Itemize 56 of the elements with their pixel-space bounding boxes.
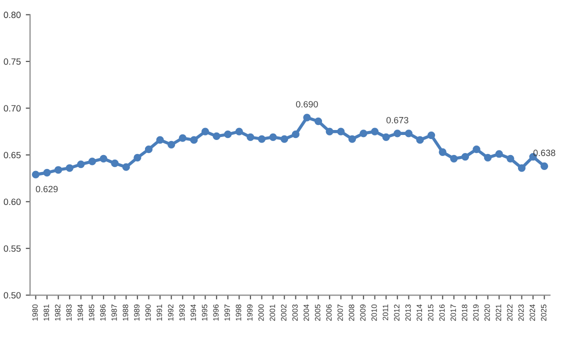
point xyxy=(337,128,345,136)
point xyxy=(450,154,458,162)
y-tick-label: 0.65 xyxy=(4,152,21,158)
point xyxy=(111,160,119,168)
point xyxy=(156,136,164,144)
point xyxy=(212,132,220,140)
point xyxy=(506,154,514,162)
y-tick-label: 0.70 xyxy=(4,105,21,112)
point xyxy=(88,158,96,166)
data-label: 0.673 xyxy=(386,116,408,124)
point xyxy=(404,130,413,138)
point xyxy=(472,145,480,154)
data-label: 0.690 xyxy=(296,101,318,108)
point xyxy=(168,140,176,148)
point xyxy=(235,128,243,136)
point xyxy=(394,130,402,138)
point xyxy=(427,131,436,140)
y-tick-label: 0.75 xyxy=(4,58,21,65)
point xyxy=(224,130,232,138)
point xyxy=(314,117,322,126)
point xyxy=(66,164,74,172)
point xyxy=(144,145,153,154)
point xyxy=(54,166,62,174)
point xyxy=(292,130,300,138)
y-tick-label: 0.80 xyxy=(4,12,21,18)
point xyxy=(438,148,446,156)
point xyxy=(201,128,210,136)
point xyxy=(100,154,108,162)
point xyxy=(484,154,492,162)
y-tick-label: 0.60 xyxy=(4,198,21,206)
point xyxy=(326,128,334,136)
data-label: 0.629 xyxy=(36,186,58,192)
point xyxy=(360,130,368,138)
point xyxy=(382,133,390,141)
point xyxy=(246,133,254,141)
point xyxy=(190,136,198,144)
y-tick-label: 0.50 xyxy=(4,292,21,299)
point xyxy=(461,152,470,161)
point xyxy=(518,164,526,172)
point xyxy=(370,128,379,136)
point xyxy=(32,170,40,178)
point xyxy=(134,154,142,162)
data-label: 0.638 xyxy=(533,150,556,156)
point xyxy=(348,135,356,143)
point xyxy=(122,163,130,171)
point xyxy=(416,136,424,144)
point xyxy=(280,135,288,143)
y-tick-label: 0.55 xyxy=(4,245,21,252)
point xyxy=(540,162,548,170)
point xyxy=(303,114,311,122)
point xyxy=(495,150,503,158)
point xyxy=(269,133,277,141)
point xyxy=(77,160,85,168)
point xyxy=(178,134,186,142)
point xyxy=(258,135,266,143)
point xyxy=(43,168,51,177)
